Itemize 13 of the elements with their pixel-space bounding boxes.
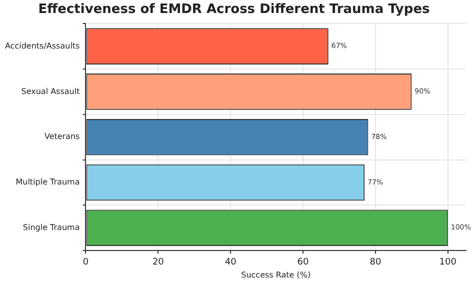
- chart-title: Effectiveness of EMDR Across Different Trauma Types: [38, 2, 430, 18]
- y-tick-label: Veterans: [44, 132, 80, 142]
- y-tick-label: Sexual Assault: [21, 86, 80, 96]
- y-tick-label: Multiple Trauma: [16, 178, 80, 187]
- x-tick-label: 80: [370, 257, 382, 268]
- x-tick-label: 100: [439, 257, 457, 268]
- y-tick-label: Accidents/Assaults: [4, 41, 80, 50]
- y-tick-label: Single Trauma: [22, 222, 80, 232]
- x-tick-label: 40: [224, 257, 237, 268]
- x-axis-title: Success Rate (%): [241, 270, 311, 280]
- x-tick-label: 60: [297, 257, 310, 268]
- x-tick-label: 0: [82, 257, 89, 268]
- x-tick-label: 20: [152, 257, 164, 268]
